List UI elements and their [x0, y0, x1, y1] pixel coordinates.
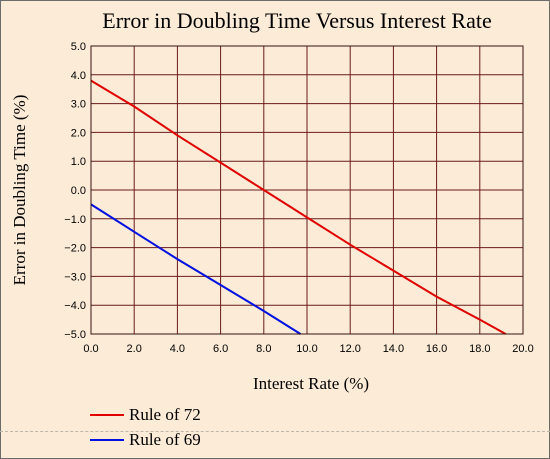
- x-tick-labels: 0.0 2.0 4.0 6.0 8.0 10.0 12.0 14.0 16.0 18.0 20.0: [83, 343, 533, 355]
- y-tick-label: −2.0: [64, 243, 86, 255]
- x-tick-label: 12.0: [339, 343, 360, 355]
- x-tick-label: 6.0: [213, 343, 228, 355]
- y-tick-labels: 5.0 4.0 3.0 2.0 1.0 0.0 −1.0 −2.0 −3.0 −4.0 −5.0: [64, 41, 86, 341]
- x-tick-label: 0.0: [83, 343, 98, 355]
- chart-title: Error in Doubling Time Versus Interest R…: [102, 8, 491, 33]
- plot-border: [90, 45, 524, 335]
- y-axis-label: Error in Doubling Time (%): [10, 95, 29, 286]
- legend: Rule of 72 Rule of 69: [90, 405, 201, 449]
- y-tick-label: 2.0: [71, 127, 86, 139]
- y-tick-label: 4.0: [71, 70, 86, 82]
- series-lines: [90, 79, 507, 335]
- y-tick-label: −3.0: [64, 271, 86, 283]
- y-tick-label: −5.0: [64, 329, 86, 341]
- x-tick-label: 16.0: [426, 343, 447, 355]
- x-tick-label: 20.0: [512, 343, 533, 355]
- legend-label: Rule of 69: [129, 430, 201, 449]
- x-tick-label: 2.0: [127, 343, 142, 355]
- y-tick-label: 1.0: [71, 156, 86, 168]
- x-tick-label: 14.0: [383, 343, 404, 355]
- y-tick-label: −4.0: [64, 300, 86, 312]
- y-tick-label: 3.0: [71, 99, 86, 111]
- y-tick-label: 5.0: [71, 41, 86, 53]
- grid: [90, 45, 524, 335]
- legend-label: Rule of 72: [129, 405, 201, 424]
- y-tick-label: 0.0: [71, 185, 86, 197]
- x-tick-label: 10.0: [296, 343, 317, 355]
- x-tick-label: 8.0: [256, 343, 271, 355]
- x-tick-label: 18.0: [469, 343, 490, 355]
- x-tick-label: 4.0: [170, 343, 185, 355]
- divider: [0, 431, 550, 432]
- y-tick-label: −1.0: [64, 214, 86, 226]
- x-axis-label: Interest Rate (%): [253, 374, 369, 393]
- series-line: [90, 203, 302, 335]
- series-line: [90, 79, 507, 335]
